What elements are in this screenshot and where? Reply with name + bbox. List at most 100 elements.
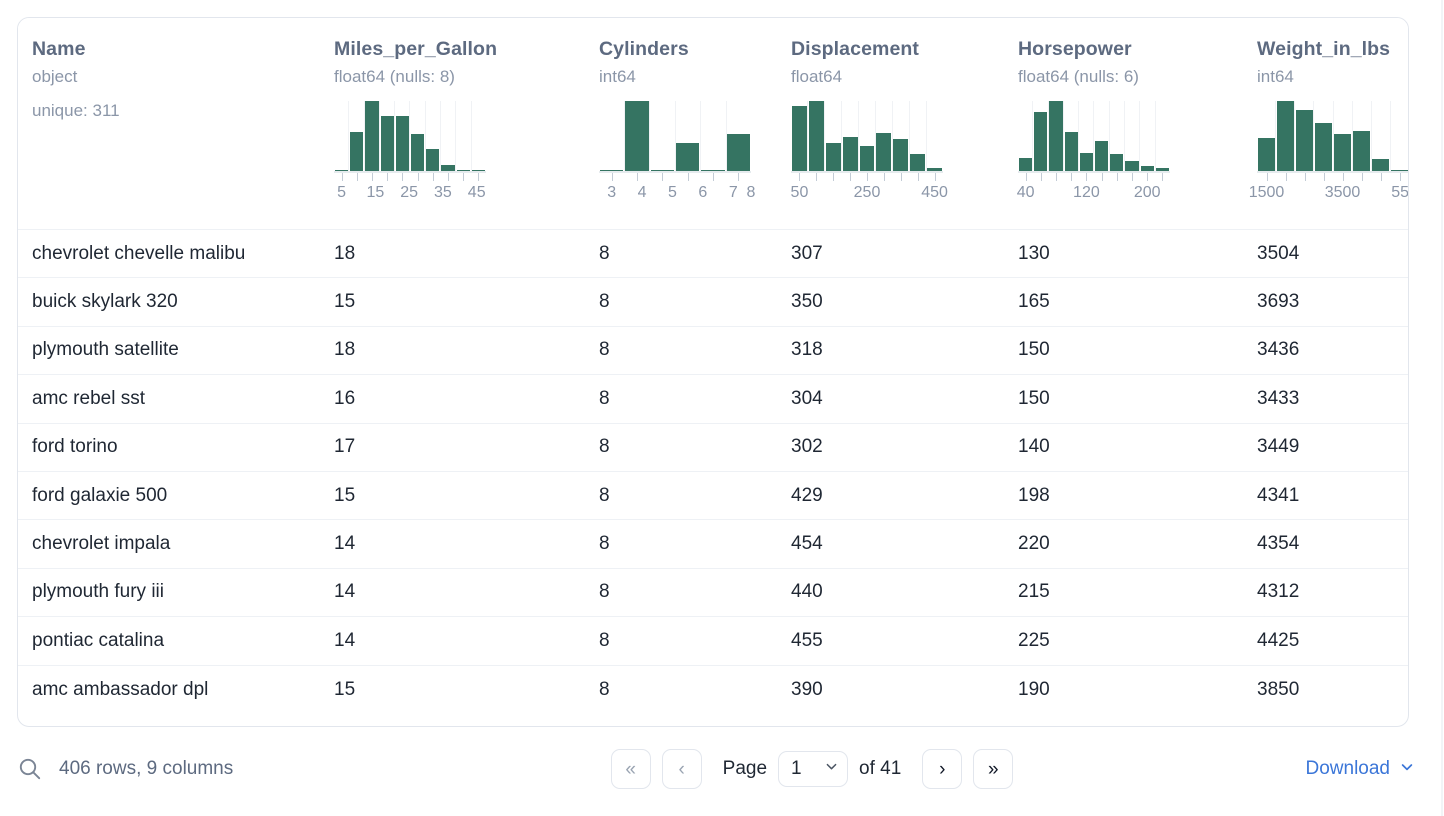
column-header-miles-per-gallon[interactable]: Miles_per_Gallon float64 (nulls: 8) 5 15 2… [320,18,585,229]
table-cell-cylinders: 8 [599,242,610,264]
total-pages-label: of 41 [859,758,902,779]
histogram-bars [334,100,486,171]
histogram-tick [1155,172,1170,182]
column-histogram-horsepower: 40 120 200 [1016,100,1170,206]
histogram-tick [808,172,825,182]
histogram-tick [1033,172,1048,182]
histogram-tick [624,172,649,182]
column-dtype: int64 [1257,67,1294,87]
histogram-tick [1124,172,1139,182]
table-row[interactable]: pontiac catalina 14 8 455 225 4425 [18,617,1408,666]
table-cell-weight: 3850 [1257,678,1300,700]
table-cell-weight: 4312 [1257,581,1300,603]
histogram-bar [600,169,624,171]
table-cell-cylinders: 8 [599,436,610,458]
column-title: Name [32,38,86,60]
column-header-name[interactable]: Name object unique: 311 [18,18,320,229]
histogram-bar [625,100,649,171]
histogram-tick [364,172,379,182]
histogram-bar [927,167,943,171]
column-title: Horsepower [1018,38,1132,60]
histogram-bar [1296,110,1313,171]
table-cell-weight: 3693 [1257,291,1300,313]
histogram-bar [1315,123,1332,171]
table-cell-name: pontiac catalina [32,629,165,651]
table-cell-horsepower: 215 [1018,581,1050,603]
table-row[interactable]: plymouth fury iii 14 8 440 215 4312 [18,569,1408,618]
table-cell-mpg: 15 [334,291,356,313]
first-page-button[interactable]: « [610,749,651,789]
last-page-button[interactable]: » [973,749,1014,789]
table-row[interactable]: ford galaxie 500 15 8 429 198 4341 [18,472,1408,521]
histogram-bar [1110,154,1124,171]
column-histogram-weight-in-lbs: 1500 3500 5500 [1249,100,1409,206]
table-row[interactable]: plymouth satellite 18 8 318 150 3436 [18,327,1408,376]
page-number-select[interactable]: 1 [778,751,849,787]
histogram-bar [335,169,349,171]
table-cell-horsepower: 150 [1018,339,1050,361]
histogram-bars [1018,100,1170,171]
table-cell-name: amc ambassador dpl [32,678,209,700]
column-dtype: int64 [599,67,636,87]
column-title: Miles_per_Gallon [334,38,498,60]
table-cell-cylinders: 8 [599,339,610,361]
table-cell-displacement: 429 [791,484,823,506]
histogram-tick [1314,172,1333,182]
table-cell-name: chevrolet chevelle malibu [32,242,246,264]
column-header-weight-in-lbs[interactable]: Weight_in_lbs int64 1500 3500 5500 [1243,18,1409,229]
table-cell-weight: 4354 [1257,533,1300,555]
histogram-axis-label: 40 [1016,183,1035,201]
column-dtype: object [32,67,78,87]
table-cell-mpg: 15 [334,678,356,700]
download-button[interactable]: Download [1305,758,1391,779]
table-row[interactable]: amc ambassador dpl 15 8 390 190 3850 [18,666,1408,714]
column-dtype: float64 (nulls: 6) [1018,67,1139,87]
chevron-down-icon[interactable] [1399,759,1415,780]
previous-page-button[interactable]: ‹ [661,749,702,789]
histogram-bar [910,154,926,171]
histogram-bar [1049,100,1063,171]
column-header-horsepower[interactable]: Horsepower float64 (nulls: 6) 40 120 200 [1004,18,1243,229]
table-cell-cylinders: 8 [599,533,610,555]
column-histogram-displacement: 50 250 450 [791,100,948,206]
table-row[interactable]: ford torino 17 8 302 140 3449 [18,424,1408,472]
table-row[interactable]: chevrolet chevelle malibu 18 8 307 130 3504 [18,230,1408,279]
histogram-axis-label: 4 [637,183,647,201]
column-unique-count: unique: 311 [32,100,120,120]
histogram-bar [456,169,470,171]
table-row[interactable]: amc rebel sst 16 8 304 150 3433 [18,375,1408,424]
table-cell-mpg: 15 [334,484,356,506]
histogram-bar [350,131,364,171]
column-title: Cylinders [599,38,689,60]
histogram-tick [425,172,440,182]
histogram-tick [1018,172,1033,182]
histogram-bar [893,138,909,171]
histogram-tick [380,172,395,182]
histogram-bar [701,169,725,171]
page-number-value: 1 [791,758,802,779]
table-cell-name: amc rebel sst [32,387,145,409]
histogram-bar [825,142,841,171]
histogram-bar [859,146,875,171]
column-header-displacement[interactable]: Displacement float64 50 250 450 [777,18,1004,229]
table-cell-name: ford galaxie 500 [32,484,168,506]
histogram-bars [791,100,943,171]
histogram-bar [426,149,440,171]
table-row[interactable]: buick skylark 320 15 8 350 165 3693 [18,278,1408,327]
table-cell-displacement: 318 [791,339,823,361]
histogram-axis-label: 5500 [1391,183,1409,201]
pagination-controls: « ‹ Page 1 of 41 › » [447,749,1177,789]
table-cell-horsepower: 150 [1018,387,1050,409]
histogram-bar [1258,138,1275,171]
next-page-button[interactable]: › [922,749,963,789]
histogram-bar [1140,165,1154,171]
table-row[interactable]: chevrolet impala 14 8 454 220 4354 [18,520,1408,569]
histogram-tick [675,172,700,182]
histogram-axis-labels: 5 15 25 35 45 [334,184,486,206]
table-cell-displacement: 455 [791,629,823,651]
search-icon[interactable] [17,756,43,782]
table-cell-mpg: 18 [334,339,356,361]
histogram-tick [1390,172,1408,182]
